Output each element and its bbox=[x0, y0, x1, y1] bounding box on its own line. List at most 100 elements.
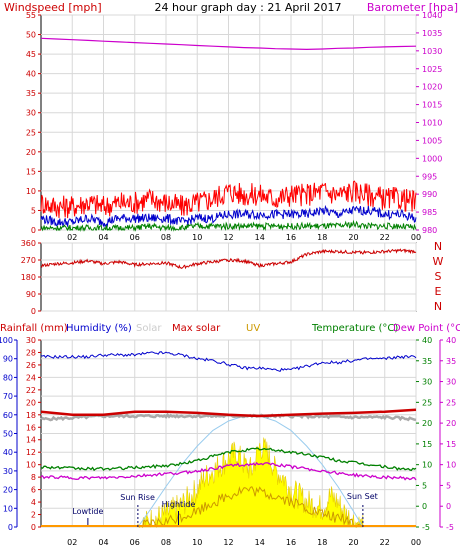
event-label: Sun Set bbox=[347, 492, 378, 501]
wind-time-tick-label: 16 bbox=[286, 233, 296, 242]
climate-time-tick-label: 10 bbox=[192, 538, 202, 547]
header-label-3: Max solar bbox=[172, 323, 221, 334]
direction-tick-label: 0 bbox=[31, 307, 36, 316]
rain-tick-label: 12 bbox=[26, 448, 36, 457]
header-label-4: UV bbox=[246, 323, 260, 334]
humidity-tick-label: 0 bbox=[8, 523, 13, 532]
series-minimum bbox=[40, 219, 417, 232]
humidity-tick-label: 30 bbox=[3, 467, 13, 476]
temp-tick-label: 0 bbox=[422, 502, 427, 511]
dewpoint-tick-label: 10 bbox=[446, 461, 456, 470]
rain-tick-label: 10 bbox=[26, 461, 36, 470]
direction-series bbox=[40, 248, 417, 270]
windspeed-tick-label: 25 bbox=[26, 128, 36, 137]
temp-tick-label: 15 bbox=[422, 440, 432, 449]
windspeed-tick-label: 35 bbox=[26, 89, 36, 98]
header-label-2: Solar bbox=[136, 323, 162, 334]
windspeed-axis-label: Windspeed [mph] bbox=[4, 1, 102, 14]
compass-label-n: N bbox=[434, 240, 442, 253]
barometer-tick-label: 1020 bbox=[422, 83, 442, 92]
direction-tick-label: 90 bbox=[26, 290, 36, 299]
rain-tick-label: 20 bbox=[26, 398, 36, 407]
series-temperature bbox=[40, 447, 417, 472]
wind-time-tick-label: 02 bbox=[67, 233, 77, 242]
barometer-tick-label: 1040 bbox=[422, 11, 442, 20]
climate-header-labels: Rainfall (mm)Humidity (%) Solar Max solar U… bbox=[0, 323, 460, 334]
series-humidity bbox=[40, 351, 417, 373]
windspeed-tick-label: 45 bbox=[26, 50, 36, 59]
climate-time-tick-label: 18 bbox=[317, 538, 327, 547]
dewpoint-tick-label: -5 bbox=[446, 523, 454, 532]
windspeed-tick-label: 30 bbox=[26, 109, 36, 118]
wind-time-tick-label: 18 bbox=[317, 233, 327, 242]
climate-time-tick-label: 14 bbox=[255, 538, 265, 547]
humidity-tick-label: 80 bbox=[3, 373, 13, 382]
rain-tick-label: 28 bbox=[26, 348, 36, 357]
climate-time-tick-label: 16 bbox=[286, 538, 296, 547]
humidity-tick-label: 60 bbox=[3, 411, 13, 420]
barometer-tick-label: 980 bbox=[422, 226, 437, 235]
dewpoint-tick-label: 35 bbox=[446, 357, 456, 366]
series-barometer bbox=[40, 37, 417, 51]
series-solar bbox=[137, 437, 364, 528]
barometer-axis: 980 985 990 995 1000 1005 1010 1015 1020 1025 1030… bbox=[416, 11, 442, 235]
barometer-tick-label: 1005 bbox=[422, 136, 442, 145]
barometer-tick-label: 1015 bbox=[422, 101, 442, 110]
direction-degree-axis: 0 90 180 270 360 bbox=[21, 239, 41, 316]
windspeed-tick-label: 40 bbox=[26, 70, 36, 79]
compass-label-n: N bbox=[434, 300, 442, 313]
climate-time-tick-label: 02 bbox=[67, 538, 77, 547]
wind-time-tick-label: 08 bbox=[161, 233, 171, 242]
dewpoint-tick-label: 0 bbox=[446, 502, 451, 511]
windspeed-tick-label: 20 bbox=[26, 148, 36, 157]
rain-tick-label: 16 bbox=[26, 423, 36, 432]
barometer-tick-label: 1035 bbox=[422, 29, 442, 38]
compass-label-e: E bbox=[435, 285, 442, 298]
barometer-tick-label: 1025 bbox=[422, 65, 442, 74]
climate-time-tick-label: 22 bbox=[380, 538, 390, 547]
wind-time-axis: 02 04 06 08 10 12 14 16 18 20 22 00 bbox=[67, 233, 421, 242]
barometer-axis-label: Barometer [hpa] bbox=[367, 1, 458, 14]
wind-time-tick-label: 14 bbox=[255, 233, 265, 242]
direction-tick-label: 360 bbox=[21, 239, 36, 248]
rain-tick-label: 26 bbox=[26, 361, 36, 370]
chart-title: 24 hour graph day : 21 April 2017 bbox=[155, 1, 342, 14]
wind-time-tick-label: 22 bbox=[380, 233, 390, 242]
barometer-tick-label: 1030 bbox=[422, 47, 442, 56]
climate-panel: Rainfall (mm)Humidity (%) Solar Max solar U… bbox=[0, 323, 460, 547]
climate-time-tick-label: 12 bbox=[223, 538, 233, 547]
dewpoint-tick-label: 30 bbox=[446, 378, 456, 387]
climate-axes: 0102030405060708090100024681012141618202… bbox=[0, 336, 456, 532]
header-label-6: Dew Point (°C) bbox=[393, 323, 460, 334]
windspeed-tick-label: 55 bbox=[26, 11, 36, 20]
wind-series bbox=[40, 37, 417, 232]
windspeed-tick-label: 10 bbox=[26, 187, 36, 196]
rain-tick-label: 0 bbox=[31, 523, 36, 532]
humidity-tick-label: 10 bbox=[3, 504, 13, 513]
temp-tick-label: 10 bbox=[422, 461, 432, 470]
windspeed-tick-label: 50 bbox=[26, 31, 36, 40]
wind-time-tick-label: 00 bbox=[411, 233, 421, 242]
sun-tide-events: Lowtide Sun Rise Hightide Sun Set bbox=[72, 492, 378, 527]
rain-tick-label: 4 bbox=[31, 498, 36, 507]
dewpoint-tick-label: 5 bbox=[446, 481, 451, 490]
event-label: Lowtide bbox=[72, 507, 103, 516]
rain-tick-label: 14 bbox=[26, 436, 36, 445]
compass-label-w: W bbox=[433, 255, 444, 268]
rain-tick-label: 8 bbox=[31, 473, 36, 482]
windspeed-tick-label: 5 bbox=[31, 206, 36, 215]
climate-time-tick-label: 20 bbox=[348, 538, 358, 547]
climate-time-tick-label: 04 bbox=[98, 538, 108, 547]
series-average bbox=[40, 204, 417, 228]
series-max-solar bbox=[40, 408, 417, 418]
series-gust bbox=[40, 180, 417, 219]
wind-time-tick-label: 12 bbox=[223, 233, 233, 242]
humidity-tick-label: 100 bbox=[0, 336, 13, 345]
dewpoint-tick-label: 40 bbox=[446, 336, 456, 345]
event-label: Sun Rise bbox=[120, 493, 155, 502]
dewpoint-tick-label: 25 bbox=[446, 398, 456, 407]
windspeed-tick-label: 0 bbox=[31, 226, 36, 235]
direction-tick-label: 180 bbox=[21, 273, 36, 282]
